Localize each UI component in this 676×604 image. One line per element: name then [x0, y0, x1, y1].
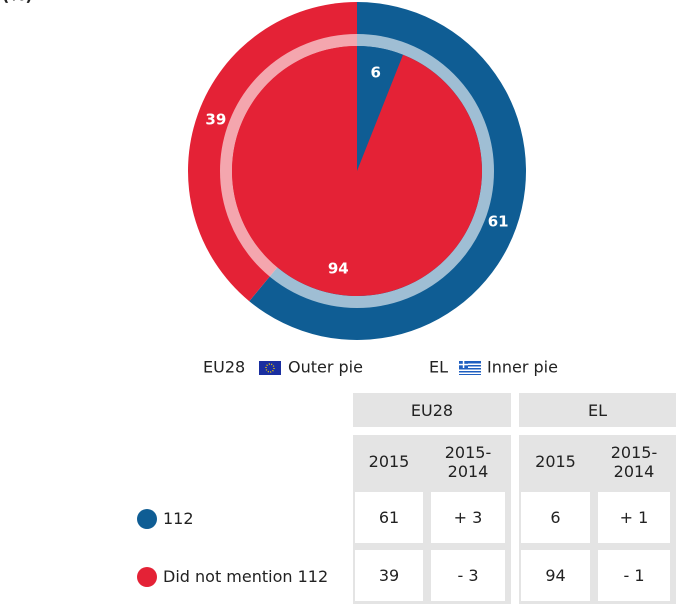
legend-label: Inner pie	[487, 358, 558, 377]
table-cell: - 1	[598, 550, 670, 601]
table-cell: + 1	[598, 492, 670, 543]
data-label: 39	[205, 111, 226, 129]
data-label: 6	[371, 63, 381, 81]
sub-header: 2015- 2014	[444, 442, 492, 481]
data-label: 61	[488, 212, 509, 230]
row-label: Did not mention 112	[163, 567, 329, 586]
pie: 61 39 6 94	[187, 2, 527, 340]
table-cell: + 3	[431, 492, 505, 543]
group-header: EU28	[353, 393, 511, 427]
table-cell: 39	[355, 550, 423, 601]
group-header: EL	[519, 393, 676, 427]
category-marker	[137, 509, 157, 529]
table-cell: 94	[521, 550, 590, 601]
sub-header: 2015	[535, 452, 576, 471]
unit-label: (%)	[2, 0, 33, 5]
legend-label: EL	[429, 358, 448, 377]
pie-slice	[357, 46, 404, 171]
table-cell: - 3	[431, 550, 505, 601]
data-label: 94	[328, 260, 349, 278]
el-flag	[459, 361, 481, 375]
row-label: 112	[163, 509, 194, 528]
pie-slice	[232, 46, 483, 296]
legend-label: Outer pie	[288, 358, 363, 377]
table-cell: 6	[521, 492, 590, 543]
separator-ring	[220, 34, 494, 308]
eu-flag	[259, 361, 281, 375]
category-marker	[137, 567, 157, 587]
sub-header: 2015	[368, 452, 410, 471]
table-cell: 61	[355, 492, 423, 543]
legend-label: EU28	[203, 358, 245, 377]
sub-header: 2015- 2014	[610, 442, 658, 481]
